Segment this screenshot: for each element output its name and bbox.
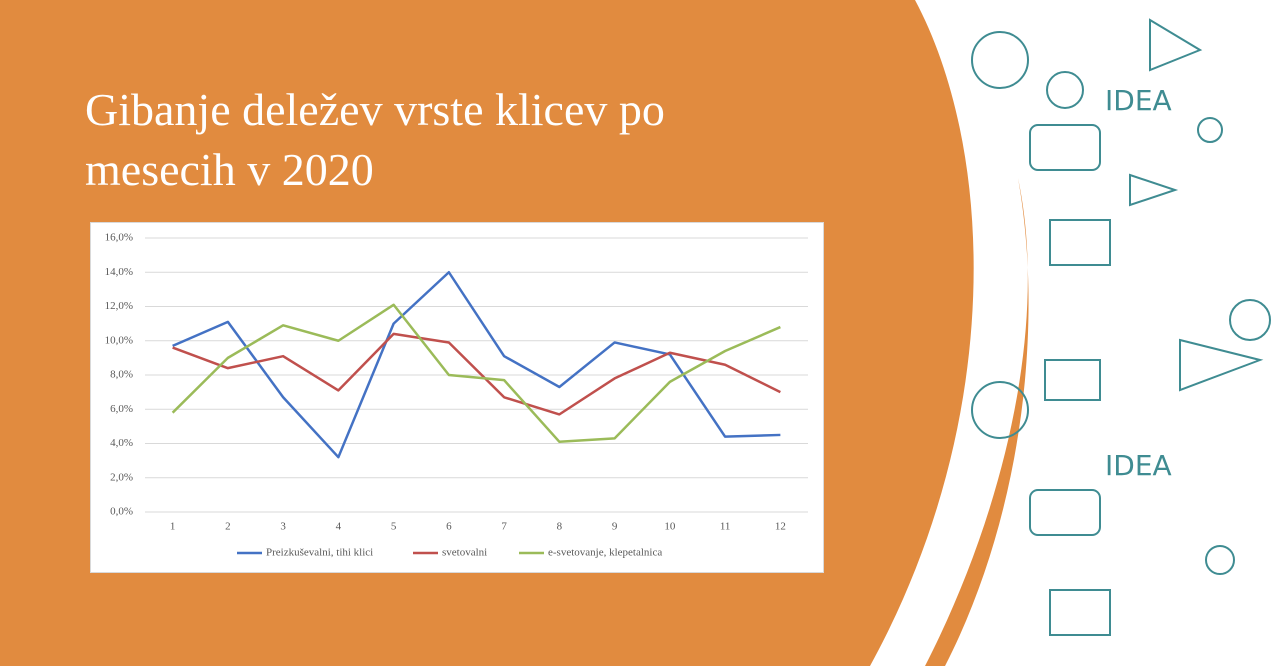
y-tick-label: 0,0% bbox=[110, 506, 133, 518]
y-tick-label: 16,0% bbox=[105, 232, 133, 244]
series-line bbox=[172, 332, 781, 416]
orange-stripe bbox=[925, 178, 1029, 666]
series-line bbox=[172, 271, 781, 459]
doodles: IDEA IDEA bbox=[971, 18, 1271, 636]
x-tick-label: 7 bbox=[501, 521, 507, 533]
x-tick-label: 12 bbox=[775, 521, 786, 533]
x-tick-label: 5 bbox=[391, 521, 397, 533]
x-tick-label: 6 bbox=[446, 521, 452, 533]
chart-area bbox=[90, 222, 824, 573]
legend-label: Preizkuševalni, tihi klici bbox=[266, 547, 373, 559]
y-tick-label: 10,0% bbox=[105, 334, 133, 346]
y-tick-label: 14,0% bbox=[105, 266, 133, 278]
y-tick-label: 12,0% bbox=[105, 300, 133, 312]
x-tick-label: 8 bbox=[557, 521, 563, 533]
chart: 0,0% 2,0% 4,0% 6,0% 8,0% 10,0% 12,0% 14,0% 16,0%… bbox=[90, 222, 824, 573]
series-line bbox=[171, 303, 781, 444]
svg-text:IDEA: IDEA bbox=[1105, 84, 1172, 117]
x-tick-label: 9 bbox=[612, 521, 618, 533]
slide-title: Gibanje deležev vrste klicev po mesecih … bbox=[85, 84, 665, 195]
x-tick-label: 10 bbox=[664, 521, 676, 533]
x-tick-label: 4 bbox=[336, 521, 342, 533]
y-tick-label: 6,0% bbox=[110, 403, 133, 415]
x-tick-label: 11 bbox=[720, 521, 731, 533]
x-tick-label: 3 bbox=[280, 521, 286, 533]
x-tick-label: 1 bbox=[170, 521, 176, 533]
legend-label: e-svetovanje, klepetalnica bbox=[548, 547, 662, 559]
y-tick-label: 2,0% bbox=[110, 471, 133, 483]
legend-label: svetovalni bbox=[442, 547, 487, 559]
svg-text:IDEA: IDEA bbox=[1105, 449, 1172, 482]
y-tick-label: 8,0% bbox=[110, 369, 133, 381]
doodle-panel bbox=[870, 0, 1280, 666]
x-tick-label: 2 bbox=[225, 521, 231, 533]
y-tick-label: 4,0% bbox=[110, 437, 133, 449]
